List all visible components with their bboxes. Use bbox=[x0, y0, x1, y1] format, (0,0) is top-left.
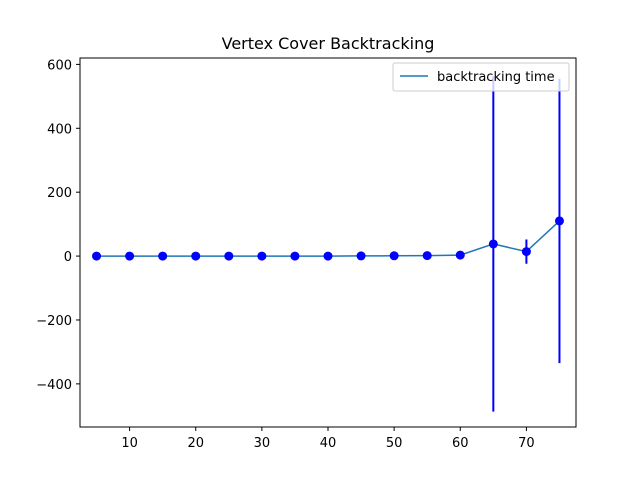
plot-marks bbox=[92, 76, 564, 412]
legend-frame bbox=[392, 62, 570, 92]
data-point bbox=[158, 251, 168, 261]
y-tick-label: 0 bbox=[64, 250, 72, 265]
data-point bbox=[191, 251, 201, 261]
x-tick-label: 30 bbox=[254, 436, 271, 451]
x-tick-label: 50 bbox=[386, 436, 403, 451]
data-point bbox=[422, 251, 432, 261]
y-tick-label: 600 bbox=[47, 58, 72, 73]
plot-area bbox=[92, 76, 564, 412]
data-point bbox=[554, 216, 564, 226]
chart-title: Vertex Cover Backtracking bbox=[222, 34, 435, 53]
x-tick-label: 70 bbox=[518, 436, 535, 451]
x-tick-label: 40 bbox=[320, 436, 337, 451]
y-tick-label: −200 bbox=[36, 314, 72, 329]
y-tick-label: −400 bbox=[36, 378, 72, 393]
data-point bbox=[125, 251, 135, 261]
y-tick-label: 200 bbox=[47, 186, 72, 201]
axes: 10 20 30 40 50 60 70 −400 −200 0 200 400 600 bbox=[36, 57, 577, 451]
data-point bbox=[488, 239, 498, 249]
data-point bbox=[389, 251, 399, 261]
legend: backtracking time bbox=[392, 62, 570, 92]
x-tick-label: 60 bbox=[452, 436, 469, 451]
data-point bbox=[521, 247, 531, 257]
data-point bbox=[455, 250, 465, 260]
legend-entry-backtracking-time: backtracking time bbox=[437, 70, 555, 85]
data-point bbox=[92, 251, 102, 261]
x-tick-label: 10 bbox=[121, 436, 138, 451]
data-point bbox=[290, 251, 300, 261]
data-point bbox=[323, 251, 333, 261]
data-point bbox=[257, 251, 267, 261]
y-tick-label: 400 bbox=[47, 122, 72, 137]
x-tick-label: 20 bbox=[187, 436, 204, 451]
data-point bbox=[356, 251, 366, 261]
data-point bbox=[224, 251, 234, 261]
